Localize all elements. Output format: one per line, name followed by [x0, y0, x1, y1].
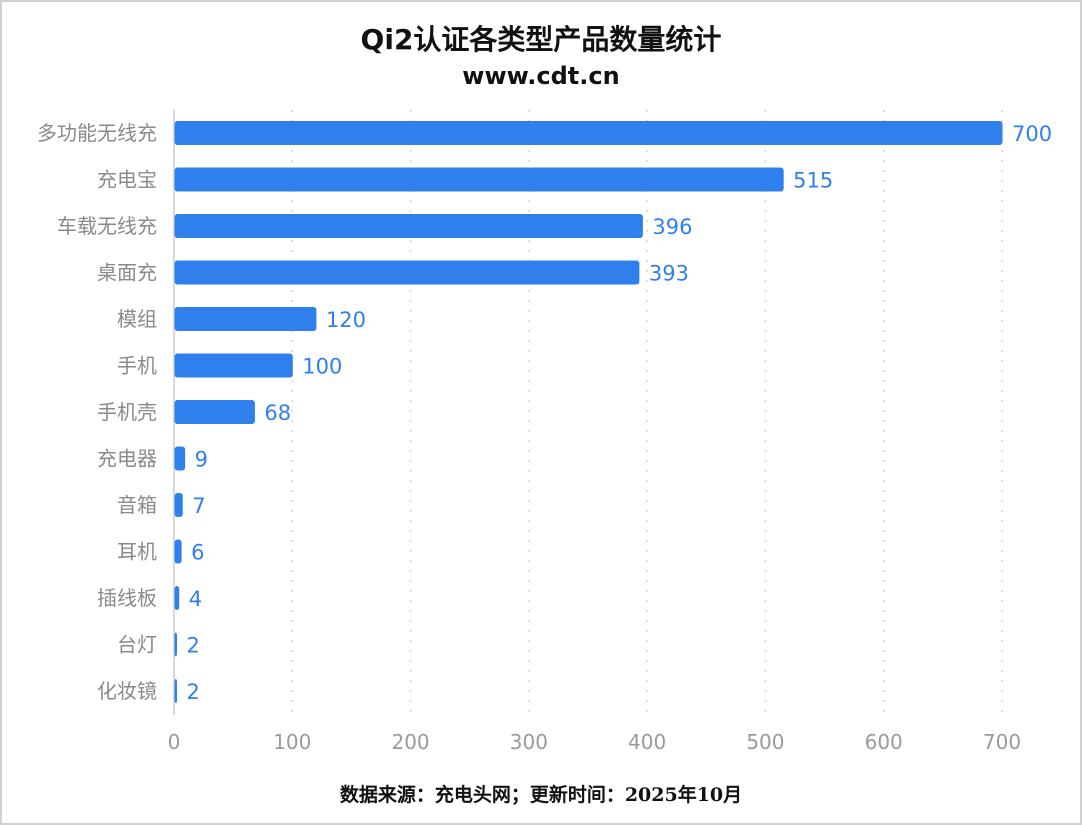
bar: [174, 260, 640, 285]
bar: [174, 632, 177, 657]
data-label: 100: [302, 355, 342, 379]
category-label: 充电宝: [97, 168, 157, 192]
category-label: 模组: [117, 307, 157, 331]
data-label: 396: [652, 215, 692, 239]
data-label: 700: [1012, 122, 1052, 146]
x-tick-label: 500: [746, 730, 784, 754]
category-label: 多功能无线充: [37, 121, 157, 145]
data-label: 4: [189, 587, 202, 611]
bar: [174, 400, 255, 424]
data-label: 68: [264, 401, 291, 425]
category-label: 充电器: [97, 447, 157, 471]
category-label: 手机壳: [97, 400, 157, 424]
category-label: 耳机: [117, 540, 157, 564]
data-label: 6: [191, 541, 204, 565]
x-tick-label: 600: [865, 730, 903, 754]
x-tick-label: 100: [273, 730, 311, 754]
data-label: 2: [187, 680, 200, 704]
data-label: 515: [793, 169, 833, 193]
category-label: 手机: [117, 354, 157, 378]
bar: [174, 307, 317, 331]
x-tick-label: 300: [510, 730, 548, 754]
category-label: 插线板: [97, 586, 157, 610]
bar: [174, 679, 177, 703]
bar: [174, 493, 183, 517]
bar: [174, 586, 180, 610]
chart-title: Qi2认证各类型产品数量统计: [360, 23, 722, 56]
data-label: 120: [326, 308, 366, 332]
data-label: 7: [192, 494, 205, 518]
data-label: 9: [195, 448, 208, 472]
bar: [174, 167, 784, 192]
data-label: 393: [649, 262, 689, 286]
bar: [174, 121, 1003, 145]
bar: [174, 214, 643, 238]
data-label: 2: [187, 634, 200, 658]
chart-footer: 数据来源：充电头网；更新时间：2025年10月: [339, 784, 743, 806]
bar: [174, 539, 182, 564]
x-tick-label: 400: [628, 730, 666, 754]
category-label: 化妆镜: [97, 679, 157, 703]
bar: [174, 353, 293, 378]
category-label: 音箱: [117, 493, 157, 517]
category-label: 车载无线充: [57, 214, 157, 238]
category-label: 桌面充: [97, 261, 157, 285]
category-label: 台灯: [117, 633, 157, 657]
x-tick-label: 700: [983, 730, 1021, 754]
x-tick-label: 200: [391, 730, 429, 754]
chart-subtitle: www.cdt.cn: [462, 62, 620, 90]
x-tick-label: 0: [168, 730, 181, 754]
bar: [174, 446, 186, 471]
